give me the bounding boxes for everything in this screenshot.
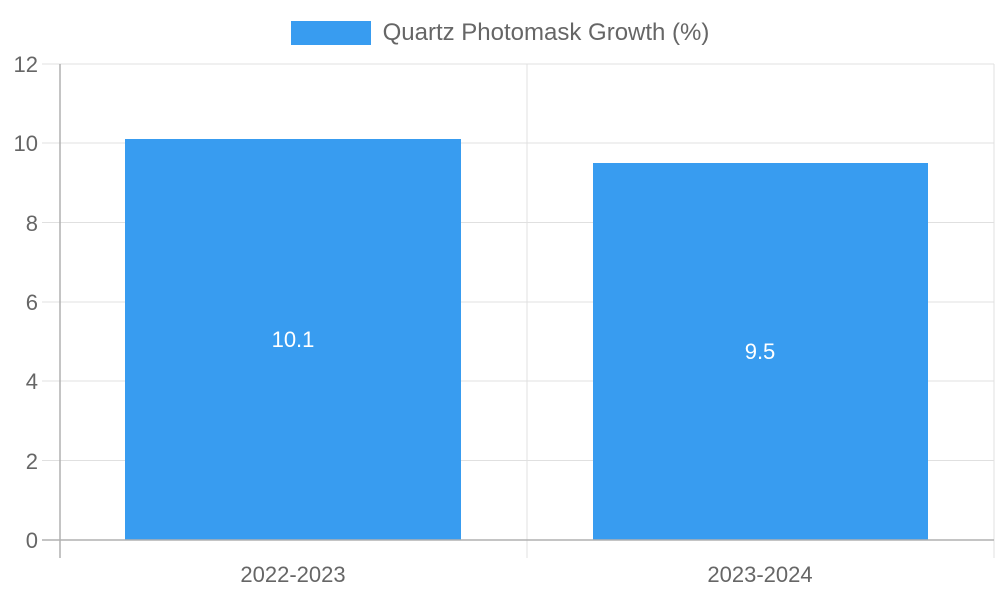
legend-label[interactable]: Quartz Photomask Growth (%)	[382, 19, 710, 46]
bar-2022-2023[interactable]	[125, 139, 461, 540]
x-tick-labels: 2022-2023 2023-2024	[240, 562, 812, 587]
x-tick: 2022-2023	[240, 562, 345, 587]
y-tick-labels: 0 2 4 6 8 10 12	[14, 52, 38, 553]
data-labels: 10.1 9.5	[272, 327, 776, 364]
legend-swatch[interactable]	[290, 21, 371, 45]
y-tick: 2	[26, 449, 38, 474]
y-tick: 0	[26, 528, 38, 553]
y-tick: 10	[14, 131, 38, 156]
value-label: 9.5	[745, 339, 776, 364]
y-tick: 6	[26, 290, 38, 315]
chart-legend: Quartz Photomask Growth (%)	[0, 19, 1000, 47]
y-tick: 12	[14, 52, 38, 77]
y-tick: 8	[26, 211, 38, 236]
value-label: 10.1	[272, 327, 315, 352]
bar-2023-2024[interactable]	[593, 163, 928, 540]
x-tick: 2023-2024	[707, 562, 812, 587]
y-tick: 4	[26, 369, 38, 394]
